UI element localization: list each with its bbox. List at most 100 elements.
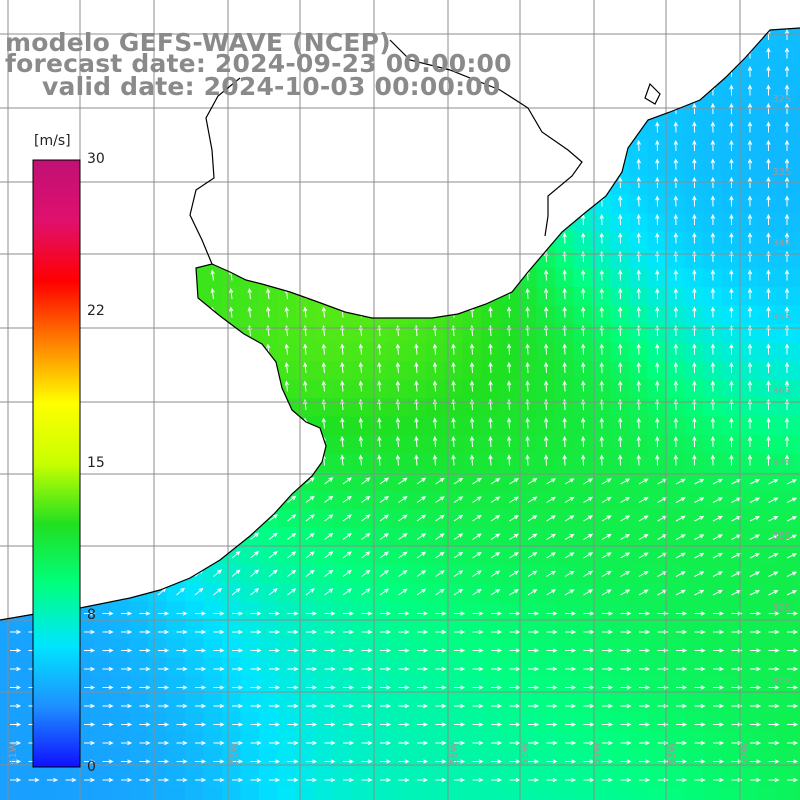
speed-cell (684, 472, 704, 492)
speed-cell (203, 786, 223, 800)
speed-cell (148, 601, 168, 621)
wind-arrow (102, 666, 114, 672)
wind-arrow (340, 380, 345, 392)
wind-arrow (361, 722, 373, 727)
wind-arrow (321, 306, 327, 318)
speed-cell (129, 638, 149, 658)
wind-arrow (729, 269, 734, 281)
speed-cell (703, 786, 723, 800)
speed-cell (629, 786, 649, 800)
wind-arrow (729, 306, 734, 318)
wind-arrow (599, 343, 604, 355)
speed-cell (296, 620, 316, 640)
speed-cell (111, 675, 131, 695)
speed-cell (481, 675, 501, 695)
speed-cell (314, 620, 334, 640)
wind-arrow (768, 611, 780, 616)
wind-arrow (287, 495, 297, 503)
wind-arrow (488, 435, 493, 448)
wind-arrow (543, 454, 549, 466)
wind-arrow (358, 361, 364, 374)
speed-cell (684, 657, 704, 677)
wind-arrow (490, 570, 501, 577)
wind-arrow (768, 759, 780, 764)
wind-arrow (784, 213, 790, 225)
wind-arrow (342, 477, 352, 485)
speed-cell (721, 768, 741, 788)
wind-arrow (729, 417, 734, 429)
wind-arrow (250, 703, 262, 709)
speed-cell (203, 620, 223, 640)
wind-arrow (768, 590, 779, 596)
wind-arrow (213, 722, 225, 727)
wind-arrow (303, 361, 308, 374)
speed-cell (314, 786, 334, 800)
wind-arrow (377, 454, 382, 466)
wind-arrow (747, 306, 753, 318)
speed-cell (684, 564, 704, 584)
wind-arrow (786, 516, 798, 522)
speed-cell (684, 786, 704, 800)
speed-cell (610, 786, 630, 800)
wind-arrow (416, 533, 427, 540)
wind-arrow (546, 777, 558, 783)
wind-arrow (506, 380, 512, 392)
speed-cell (166, 583, 186, 603)
speed-cell (296, 786, 316, 800)
speed-cell (795, 768, 800, 788)
wind-arrow (361, 532, 371, 540)
wind-arrow (692, 158, 697, 170)
wind-arrow (121, 740, 133, 746)
wind-arrow (417, 759, 429, 764)
speed-cell (758, 712, 778, 732)
wind-arrow (602, 777, 614, 783)
wind-arrow (710, 102, 716, 115)
speed-cell (314, 564, 334, 584)
speed-cell (777, 601, 797, 621)
speed-cell (684, 601, 704, 621)
speed-cell (240, 731, 260, 751)
speed-cell (370, 472, 390, 492)
speed-cell (592, 694, 612, 714)
wind-arrow (766, 102, 771, 115)
speed-cell (240, 675, 260, 695)
speed-cell (481, 712, 501, 732)
speed-cell (666, 731, 686, 751)
speed-cell (610, 490, 630, 510)
speed-cell (296, 638, 316, 658)
wind-arrow (602, 611, 614, 616)
wind-arrow (303, 380, 308, 392)
speed-cell (758, 731, 778, 751)
speed-cell (296, 601, 316, 621)
speed-cell (166, 601, 186, 621)
wind-arrow (121, 703, 133, 709)
speed-cell (425, 749, 445, 769)
wind-arrow (451, 454, 456, 466)
wind-arrow (673, 121, 679, 133)
speed-cell (629, 638, 649, 658)
speed-cell (92, 749, 112, 769)
wind-arrow (269, 722, 281, 727)
wind-arrow (395, 435, 401, 448)
wind-arrow (729, 158, 734, 170)
wind-arrow (380, 759, 392, 764)
speed-cell (740, 546, 760, 566)
speed-cell (0, 768, 20, 788)
wind-arrow (343, 611, 355, 616)
wind-arrow (766, 343, 771, 355)
speed-cell (240, 749, 260, 769)
wind-arrow (565, 740, 577, 746)
wind-arrow (306, 685, 318, 690)
river-uruguay-border (189, 77, 241, 265)
speed-cell (740, 694, 760, 714)
speed-cell (592, 657, 612, 677)
speed-cell (351, 472, 371, 492)
speed-cell (462, 527, 482, 547)
wind-arrow (398, 570, 408, 577)
speed-cell (333, 564, 353, 584)
wind-arrow (639, 648, 651, 653)
wind-arrow (398, 533, 408, 540)
wind-arrow (766, 176, 771, 189)
speed-cell (240, 546, 260, 566)
wind-arrow (546, 589, 556, 596)
